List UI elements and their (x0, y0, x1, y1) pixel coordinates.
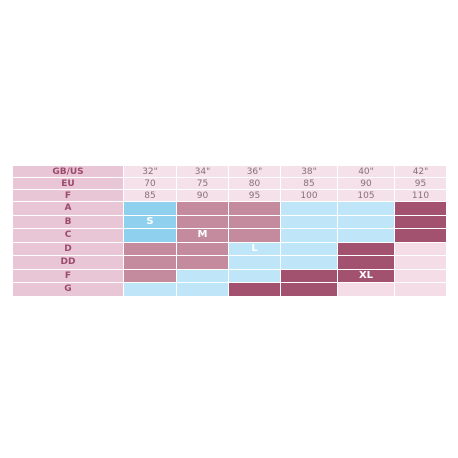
header-row: EU 70 75 80 85 90 95 (12, 177, 447, 190)
row-label: F (12, 189, 124, 202)
size-cell (123, 201, 177, 216)
size-cell: XL (337, 268, 395, 283)
size-row: G (12, 282, 447, 297)
size-cell (394, 201, 447, 216)
size-cell (123, 228, 177, 243)
size-cell (337, 201, 395, 216)
table-body: GB/US 32" 34" 36" 38" 40" 42" EU 70 75 80 85 90 95 F 85… (12, 165, 447, 297)
size-cell (280, 255, 338, 270)
header-cell: 80 (228, 177, 281, 190)
header-cell: 100 (280, 189, 338, 202)
row-label: DD (12, 255, 124, 270)
row-label: GB/US (12, 165, 124, 178)
size-cell: S (123, 214, 177, 229)
size-row: F XL (12, 268, 447, 283)
header-cell: 42" (394, 165, 447, 178)
row-label: G (12, 282, 124, 297)
size-cell (337, 255, 395, 270)
header-cell: 90 (337, 177, 395, 190)
size-cell (123, 268, 177, 283)
size-cell (228, 282, 281, 297)
header-cell: 85 (123, 189, 177, 202)
header-cell: 32" (123, 165, 177, 178)
size-cell (228, 201, 281, 216)
size-cell (280, 282, 338, 297)
header-cell: 85 (280, 177, 338, 190)
size-cell (280, 268, 338, 283)
size-row: A (12, 201, 447, 216)
header-cell: 95 (394, 177, 447, 190)
size-cell (176, 282, 229, 297)
size-chart: GB/US 32" 34" 36" 38" 40" 42" EU 70 75 80 85 90 95 F 85… (12, 165, 447, 297)
size-cell (394, 228, 447, 243)
size-cell (176, 255, 229, 270)
size-cell (280, 228, 338, 243)
header-cell: 75 (176, 177, 229, 190)
size-cell (394, 255, 447, 270)
size-cell (280, 241, 338, 256)
row-label: EU (12, 177, 124, 190)
header-row: GB/US 32" 34" 36" 38" 40" 42" (12, 165, 447, 178)
header-cell: 38" (280, 165, 338, 178)
size-cell (280, 201, 338, 216)
size-cell (123, 282, 177, 297)
size-cell (394, 214, 447, 229)
row-label: B (12, 214, 124, 229)
size-cell (228, 214, 281, 229)
size-cell (123, 241, 177, 256)
header-cell: 95 (228, 189, 281, 202)
header-cell: 90 (176, 189, 229, 202)
header-cell: 105 (337, 189, 395, 202)
size-cell (394, 268, 447, 283)
size-cell (394, 282, 447, 297)
size-table: GB/US 32" 34" 36" 38" 40" 42" EU 70 75 80 85 90 95 F 85… (12, 165, 447, 297)
size-cell: L (228, 241, 281, 256)
size-cell (176, 241, 229, 256)
row-label: A (12, 201, 124, 216)
size-cell (394, 241, 447, 256)
header-cell: 34" (176, 165, 229, 178)
header-cell: 40" (337, 165, 395, 178)
size-cell (337, 241, 395, 256)
size-cell (337, 282, 395, 297)
size-cell (228, 268, 281, 283)
size-cell (228, 255, 281, 270)
size-cell (337, 228, 395, 243)
row-label: D (12, 241, 124, 256)
header-cell: 110 (394, 189, 447, 202)
size-cell (176, 214, 229, 229)
size-cell (176, 201, 229, 216)
row-label: F (12, 268, 124, 283)
header-cell: 36" (228, 165, 281, 178)
size-cell (176, 268, 229, 283)
size-row: DD (12, 255, 447, 270)
size-cell (280, 214, 338, 229)
size-cell (228, 228, 281, 243)
header-row: F 85 90 95 100 105 110 (12, 189, 447, 202)
size-cell: M (176, 228, 229, 243)
row-label: C (12, 228, 124, 243)
header-cell: 70 (123, 177, 177, 190)
size-cell (337, 214, 395, 229)
size-cell (123, 255, 177, 270)
